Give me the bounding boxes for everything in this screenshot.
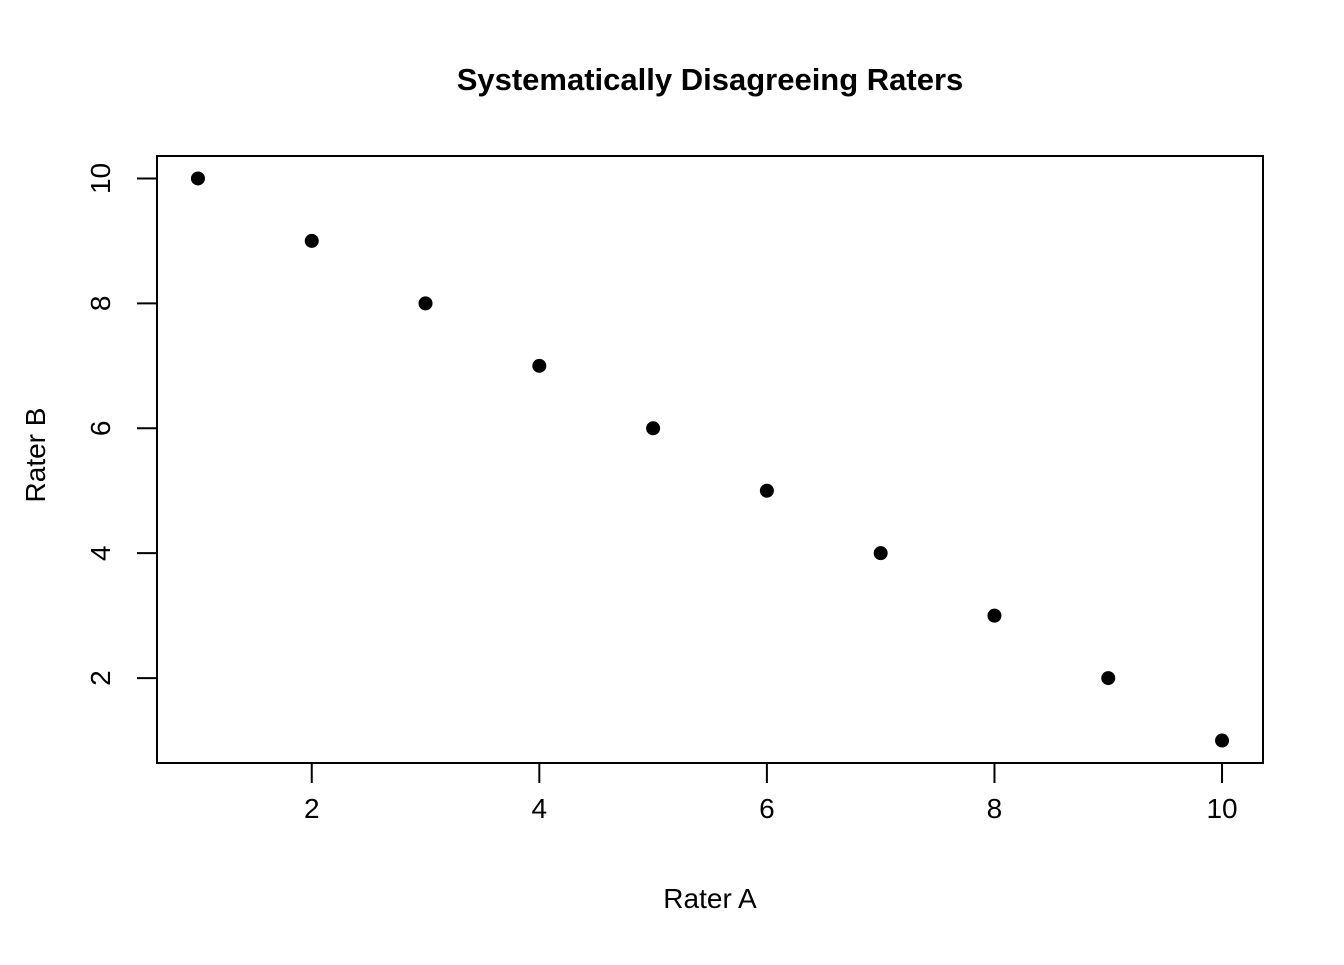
data-point <box>304 233 319 248</box>
data-point <box>646 421 661 436</box>
x-axis-label: Rater A <box>663 883 757 914</box>
data-point <box>418 296 433 311</box>
data-points <box>190 171 1230 748</box>
y-axis-label: Rater B <box>20 408 51 503</box>
y-tick-label: 2 <box>85 670 116 686</box>
data-point <box>190 171 205 186</box>
data-point <box>532 358 547 373</box>
data-point <box>987 608 1002 623</box>
chart-title: Systematically Disagreeing Raters <box>457 62 964 97</box>
y-tick-label: 4 <box>85 545 116 561</box>
x-tick-label: 8 <box>987 793 1003 824</box>
x-tick-label: 2 <box>304 793 320 824</box>
data-point <box>1215 733 1230 748</box>
y-tick-label: 10 <box>85 163 116 194</box>
y-tick-label: 6 <box>85 420 116 436</box>
x-axis-ticks: 2 4 6 8 10 <box>304 763 1238 824</box>
data-point <box>759 483 774 498</box>
y-tick-label: 8 <box>85 296 116 312</box>
plot-box <box>156 155 1264 764</box>
x-tick-label: 4 <box>532 793 548 824</box>
x-tick-label: 6 <box>759 793 775 824</box>
y-axis-ticks: 2 4 6 8 10 <box>85 163 157 686</box>
data-point <box>1101 671 1116 686</box>
data-point <box>873 546 888 561</box>
x-tick-label: 10 <box>1206 793 1237 824</box>
